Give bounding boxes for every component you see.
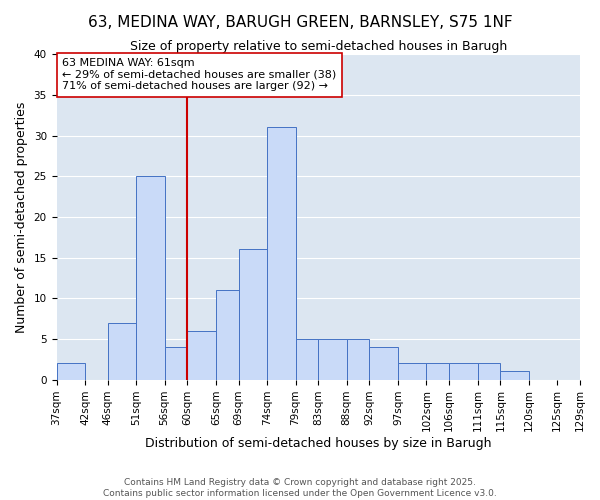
Bar — [164, 347, 187, 380]
Bar — [318, 339, 347, 380]
Bar — [136, 176, 164, 380]
Bar — [56, 364, 85, 380]
Text: Contains HM Land Registry data © Crown copyright and database right 2025.
Contai: Contains HM Land Registry data © Crown c… — [103, 478, 497, 498]
Y-axis label: Number of semi-detached properties: Number of semi-detached properties — [15, 101, 28, 332]
Bar — [267, 128, 296, 380]
Text: 63 MEDINA WAY: 61sqm
← 29% of semi-detached houses are smaller (38)
71% of semi-: 63 MEDINA WAY: 61sqm ← 29% of semi-detac… — [62, 58, 337, 92]
Bar — [239, 250, 267, 380]
Bar — [449, 364, 478, 380]
Bar — [478, 364, 500, 380]
Title: Size of property relative to semi-detached houses in Barugh: Size of property relative to semi-detach… — [130, 40, 507, 53]
Text: 63, MEDINA WAY, BARUGH GREEN, BARNSLEY, S75 1NF: 63, MEDINA WAY, BARUGH GREEN, BARNSLEY, … — [88, 15, 512, 30]
Bar — [500, 372, 529, 380]
X-axis label: Distribution of semi-detached houses by size in Barugh: Distribution of semi-detached houses by … — [145, 437, 491, 450]
Bar — [187, 331, 216, 380]
Bar — [108, 322, 136, 380]
Bar — [370, 347, 398, 380]
Bar — [296, 339, 318, 380]
Bar — [398, 364, 427, 380]
Bar — [347, 339, 370, 380]
Bar — [427, 364, 449, 380]
Bar — [216, 290, 239, 380]
